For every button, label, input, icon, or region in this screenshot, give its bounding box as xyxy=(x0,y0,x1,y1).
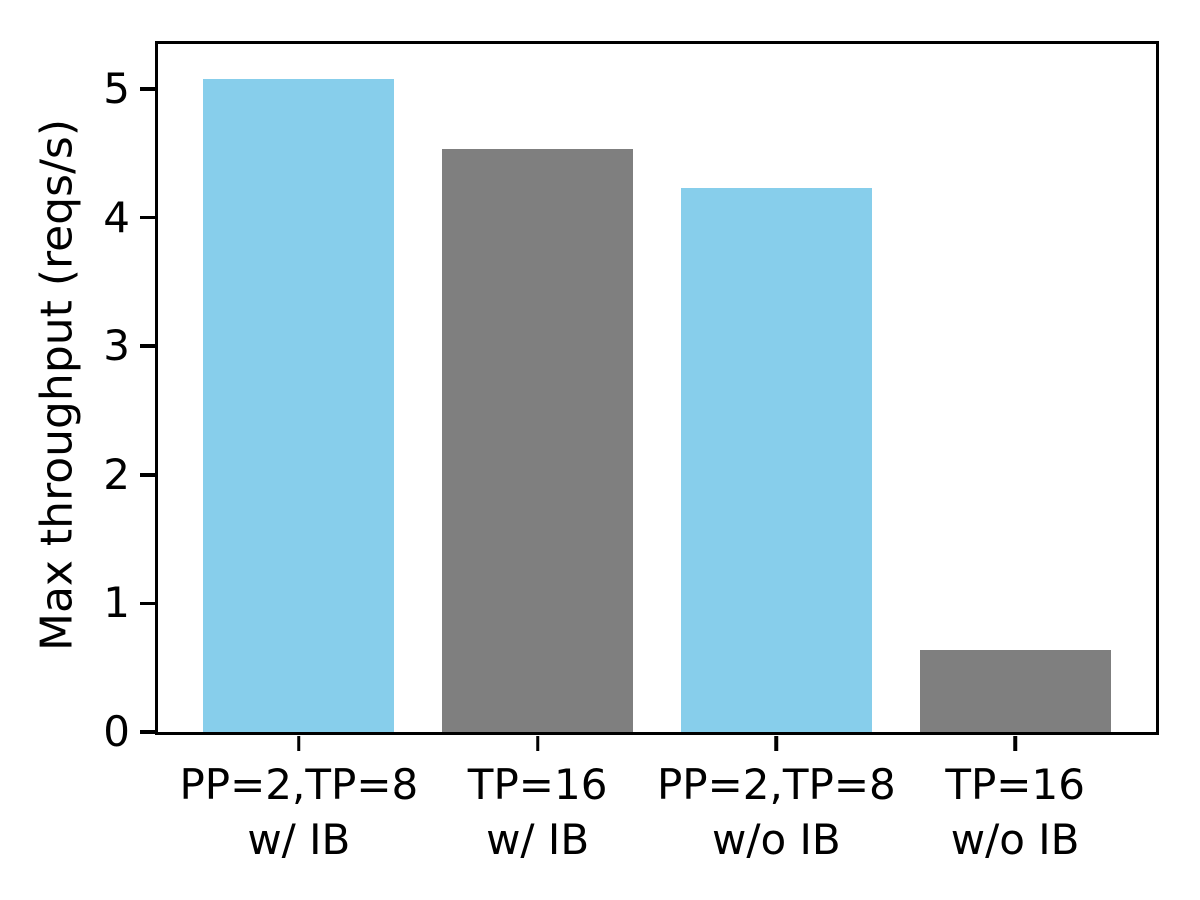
plot-area: 0 1 2 3 4 5 PP=2,TP=8 w/ IB TP=16 w/ IB PP=2,TP=… xyxy=(103,41,1159,864)
x-tick-label: TP=16 w/ IB xyxy=(467,760,608,864)
y-tick-mark xyxy=(139,601,155,606)
x-tick-mark xyxy=(297,735,301,751)
y-tick-mark xyxy=(139,215,155,220)
y-tick-mark xyxy=(139,730,155,734)
x-tick-mark xyxy=(535,735,540,751)
bar xyxy=(203,78,395,732)
y-tick-mark xyxy=(139,87,155,91)
y-tick-label: 5 xyxy=(103,64,130,113)
y-tick-label: 1 xyxy=(103,578,130,628)
x-tick-mark xyxy=(1013,735,1017,751)
y-tick-label: 2 xyxy=(103,449,130,499)
x-tick-label: TP=16 w/o IB xyxy=(945,760,1085,864)
bar xyxy=(919,649,1111,732)
bar xyxy=(442,149,634,732)
y-tick-mark xyxy=(139,473,155,477)
y-tick-label: 4 xyxy=(103,192,130,242)
y-tick-mark xyxy=(139,344,155,348)
x-tick-label: PP=2,TP=8 w/ IB xyxy=(179,760,419,864)
x-tick-mark xyxy=(774,735,779,751)
y-axis-label: Max throughput (reqs/s) xyxy=(31,118,83,652)
y-tick-label: 0 xyxy=(103,707,130,756)
bar xyxy=(680,188,872,732)
x-tick-label: PP=2,TP=8 w/o IB xyxy=(656,760,896,864)
y-tick-label: 3 xyxy=(103,321,130,371)
